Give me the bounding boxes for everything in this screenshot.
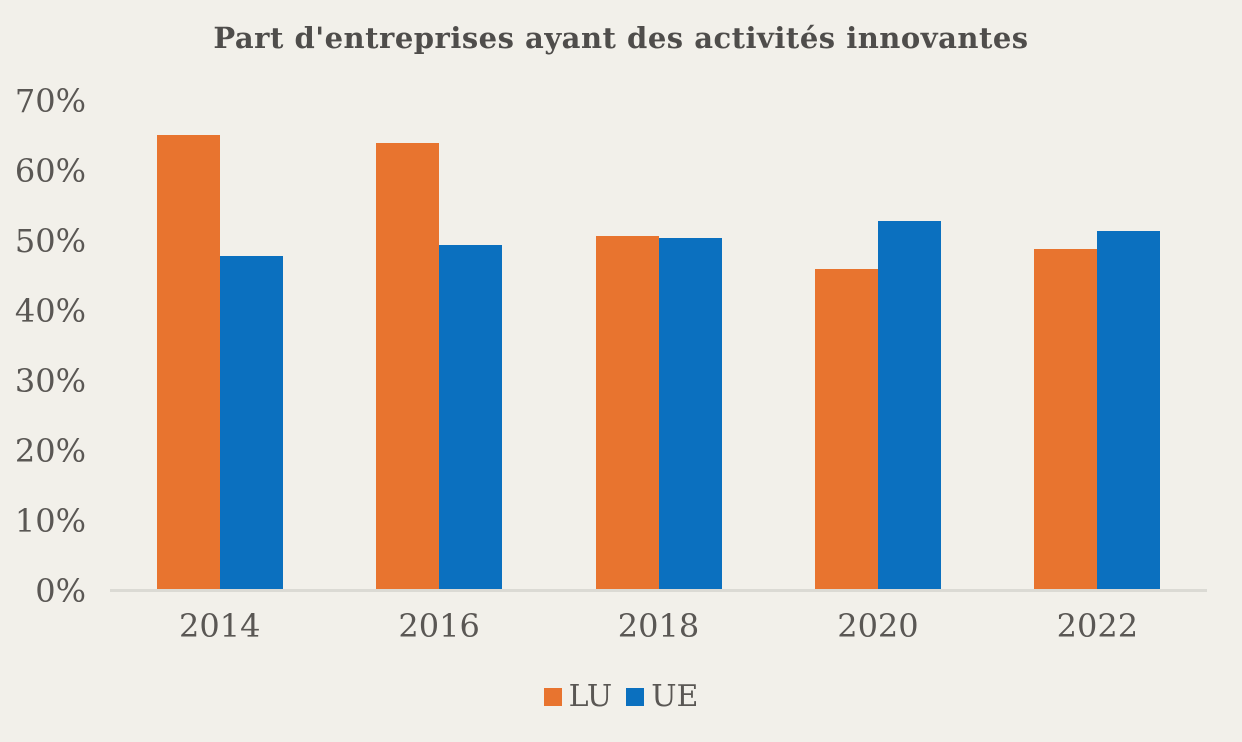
- legend: LU UE: [0, 682, 1242, 712]
- bar-group-2022: [988, 101, 1207, 591]
- y-axis-tick-label: 60%: [14, 152, 86, 190]
- y-axis-tick-label: 30%: [14, 362, 86, 400]
- x-axis-tick-label: 2018: [617, 607, 700, 645]
- y-axis-tick-label: 50%: [14, 222, 86, 260]
- bar-ue-2022: [1097, 230, 1161, 591]
- bar-group-2020: [768, 101, 987, 591]
- x-axis: 2014 2016 2018 2020 2022: [110, 610, 1207, 642]
- bar-ue-2018: [658, 238, 722, 591]
- y-axis-tick-label: 0%: [35, 572, 86, 610]
- x-axis-tick-label: 2020: [837, 607, 919, 645]
- legend-swatch-lu: [543, 688, 562, 706]
- y-axis: 0% 10% 20% 30% 40% 50% 60% 70%: [0, 0, 86, 742]
- bar-lu-2020: [814, 269, 878, 591]
- legend-swatch-ue: [626, 688, 645, 706]
- x-axis-tick-label: 2022: [1056, 607, 1139, 645]
- legend-label: UE: [651, 679, 699, 714]
- bar-group-2018: [549, 101, 768, 591]
- bar-lu-2022: [1034, 249, 1098, 591]
- x-axis-line: [110, 589, 1207, 592]
- plot-area: [110, 101, 1207, 591]
- legend-item-lu: LU: [543, 679, 613, 714]
- y-axis-tick-label: 10%: [14, 502, 86, 540]
- chart-title: Part d'entreprises ayant des activités i…: [213, 21, 1029, 55]
- y-axis-tick-label: 20%: [14, 432, 86, 470]
- bar-lu-2018: [595, 236, 659, 591]
- legend-label: LU: [568, 679, 613, 714]
- y-axis-tick-label: 70%: [14, 82, 86, 120]
- legend-item-ue: UE: [626, 682, 698, 712]
- bar-ue-2016: [439, 244, 503, 591]
- bar-ue-2014: [219, 256, 283, 591]
- bar-group-2016: [329, 101, 548, 591]
- bar-lu-2016: [376, 143, 440, 591]
- bar-lu-2014: [156, 134, 220, 591]
- x-axis-tick-label: 2016: [398, 607, 480, 645]
- bar-group-2014: [110, 101, 329, 591]
- y-axis-tick-label: 40%: [14, 292, 86, 330]
- x-axis-tick-label: 2014: [178, 607, 261, 645]
- bar-ue-2020: [877, 221, 941, 591]
